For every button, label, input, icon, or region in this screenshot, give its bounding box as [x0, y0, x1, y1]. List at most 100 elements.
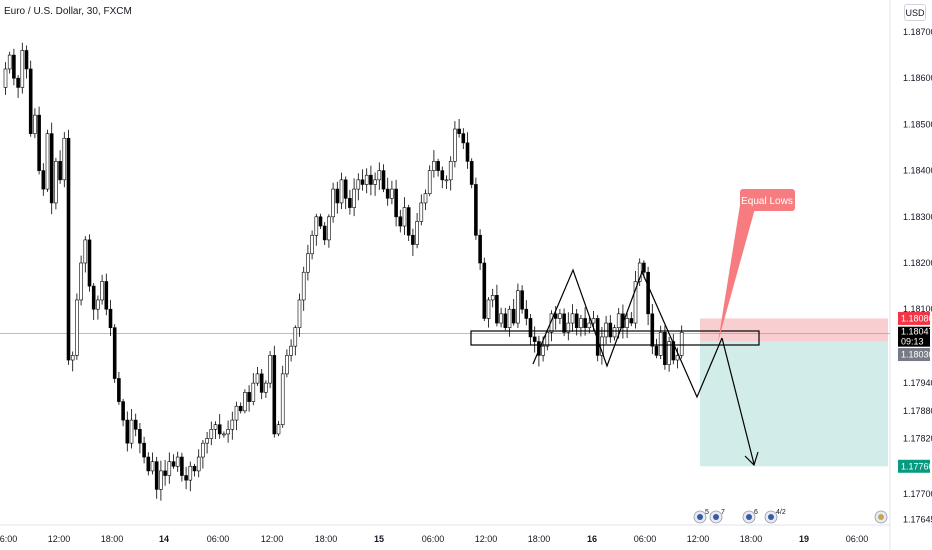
candle — [465, 132, 470, 169]
candle-body — [49, 133, 54, 204]
event-count: 6 — [754, 509, 758, 516]
candle-body — [360, 179, 365, 185]
candle — [289, 339, 293, 362]
candle — [444, 175, 449, 189]
y-tick-label: 1.18600 — [903, 73, 932, 83]
candle-body — [243, 392, 247, 412]
candle-body — [188, 465, 193, 481]
candle — [570, 304, 575, 332]
target-price-tag-text: 1.17760 — [901, 461, 932, 471]
y-tick-label: 1.17880 — [903, 406, 932, 416]
candle-body — [524, 308, 529, 319]
x-tick-label: 06:00 — [634, 534, 657, 544]
countdown-text: 09:13 — [901, 337, 924, 347]
candle-body — [54, 161, 58, 204]
candle-body — [297, 299, 302, 328]
candle-body — [453, 128, 457, 162]
x-tick-label: 16 — [587, 534, 597, 544]
candle-body — [58, 161, 62, 181]
candle — [247, 385, 251, 412]
y-tick-label: 1.17700 — [903, 489, 932, 499]
current-price-text: 1.18047 — [901, 327, 932, 337]
candle-body — [318, 216, 323, 227]
candle-body — [96, 299, 100, 310]
candle — [322, 222, 327, 246]
candle — [45, 129, 50, 192]
candle-body — [222, 433, 226, 436]
candle — [112, 324, 117, 383]
candle — [310, 230, 314, 260]
candle — [352, 178, 356, 217]
candle-body — [343, 179, 348, 199]
candle-body — [70, 355, 75, 361]
candle — [402, 197, 407, 236]
candle-body — [83, 239, 88, 264]
candle — [37, 106, 41, 175]
candle-body — [587, 322, 592, 328]
candle — [3, 62, 8, 95]
candle-body — [537, 341, 541, 356]
candle-body — [352, 188, 356, 208]
candle — [272, 345, 277, 438]
candle — [167, 452, 172, 484]
currency-button[interactable]: USD — [904, 4, 926, 21]
candle-body — [402, 207, 407, 227]
candle — [507, 305, 512, 337]
candle-body — [62, 137, 67, 181]
flag-icon: 4/2 — [764, 509, 786, 524]
candle-body — [230, 419, 235, 430]
candle — [16, 75, 20, 98]
flag-icon: 6 — [742, 509, 758, 524]
x-tick-label: 14 — [159, 534, 169, 544]
candle-body — [100, 281, 104, 301]
candle-body — [415, 221, 419, 245]
x-tick-label: 12:00 — [687, 534, 710, 544]
candle-body — [432, 161, 436, 171]
candle — [667, 336, 671, 372]
candle — [381, 164, 386, 193]
candle — [163, 460, 167, 486]
candle-body — [381, 170, 386, 190]
candle — [675, 347, 680, 369]
candle — [499, 307, 503, 328]
candle-body — [196, 456, 201, 472]
candle — [251, 373, 256, 406]
candle-body — [448, 161, 453, 181]
candle — [201, 440, 205, 469]
candle-body — [175, 456, 180, 467]
candle-body — [91, 285, 96, 310]
candle — [293, 325, 298, 356]
candle-body — [259, 373, 264, 393]
candle — [532, 326, 537, 353]
candle — [390, 180, 394, 205]
candle-body — [465, 142, 470, 162]
candle — [663, 325, 667, 370]
candle-body — [146, 456, 151, 472]
candle — [453, 121, 457, 168]
candle — [226, 420, 230, 443]
candle-body — [142, 442, 146, 458]
flag-icon-dot — [878, 514, 884, 520]
candle — [184, 466, 188, 490]
x-tick-label: 18:00 — [740, 534, 763, 544]
candle-body — [16, 77, 20, 88]
candle-body — [154, 461, 159, 490]
candle — [566, 312, 571, 341]
candle — [671, 333, 676, 365]
flag-icon-dot — [713, 514, 719, 520]
candle — [545, 329, 550, 351]
candle — [117, 372, 121, 405]
y-tick-label: 1.18500 — [903, 119, 932, 129]
candle — [629, 312, 634, 327]
candle — [503, 307, 508, 331]
y-tick-label: 1.18400 — [903, 166, 932, 176]
flag-icon-dot — [697, 514, 703, 520]
candle — [469, 158, 474, 189]
candle — [654, 338, 659, 359]
candle-body — [3, 68, 8, 88]
candle-body — [532, 336, 537, 342]
candle — [217, 414, 222, 439]
candle — [524, 300, 529, 326]
candle-body — [436, 161, 440, 171]
